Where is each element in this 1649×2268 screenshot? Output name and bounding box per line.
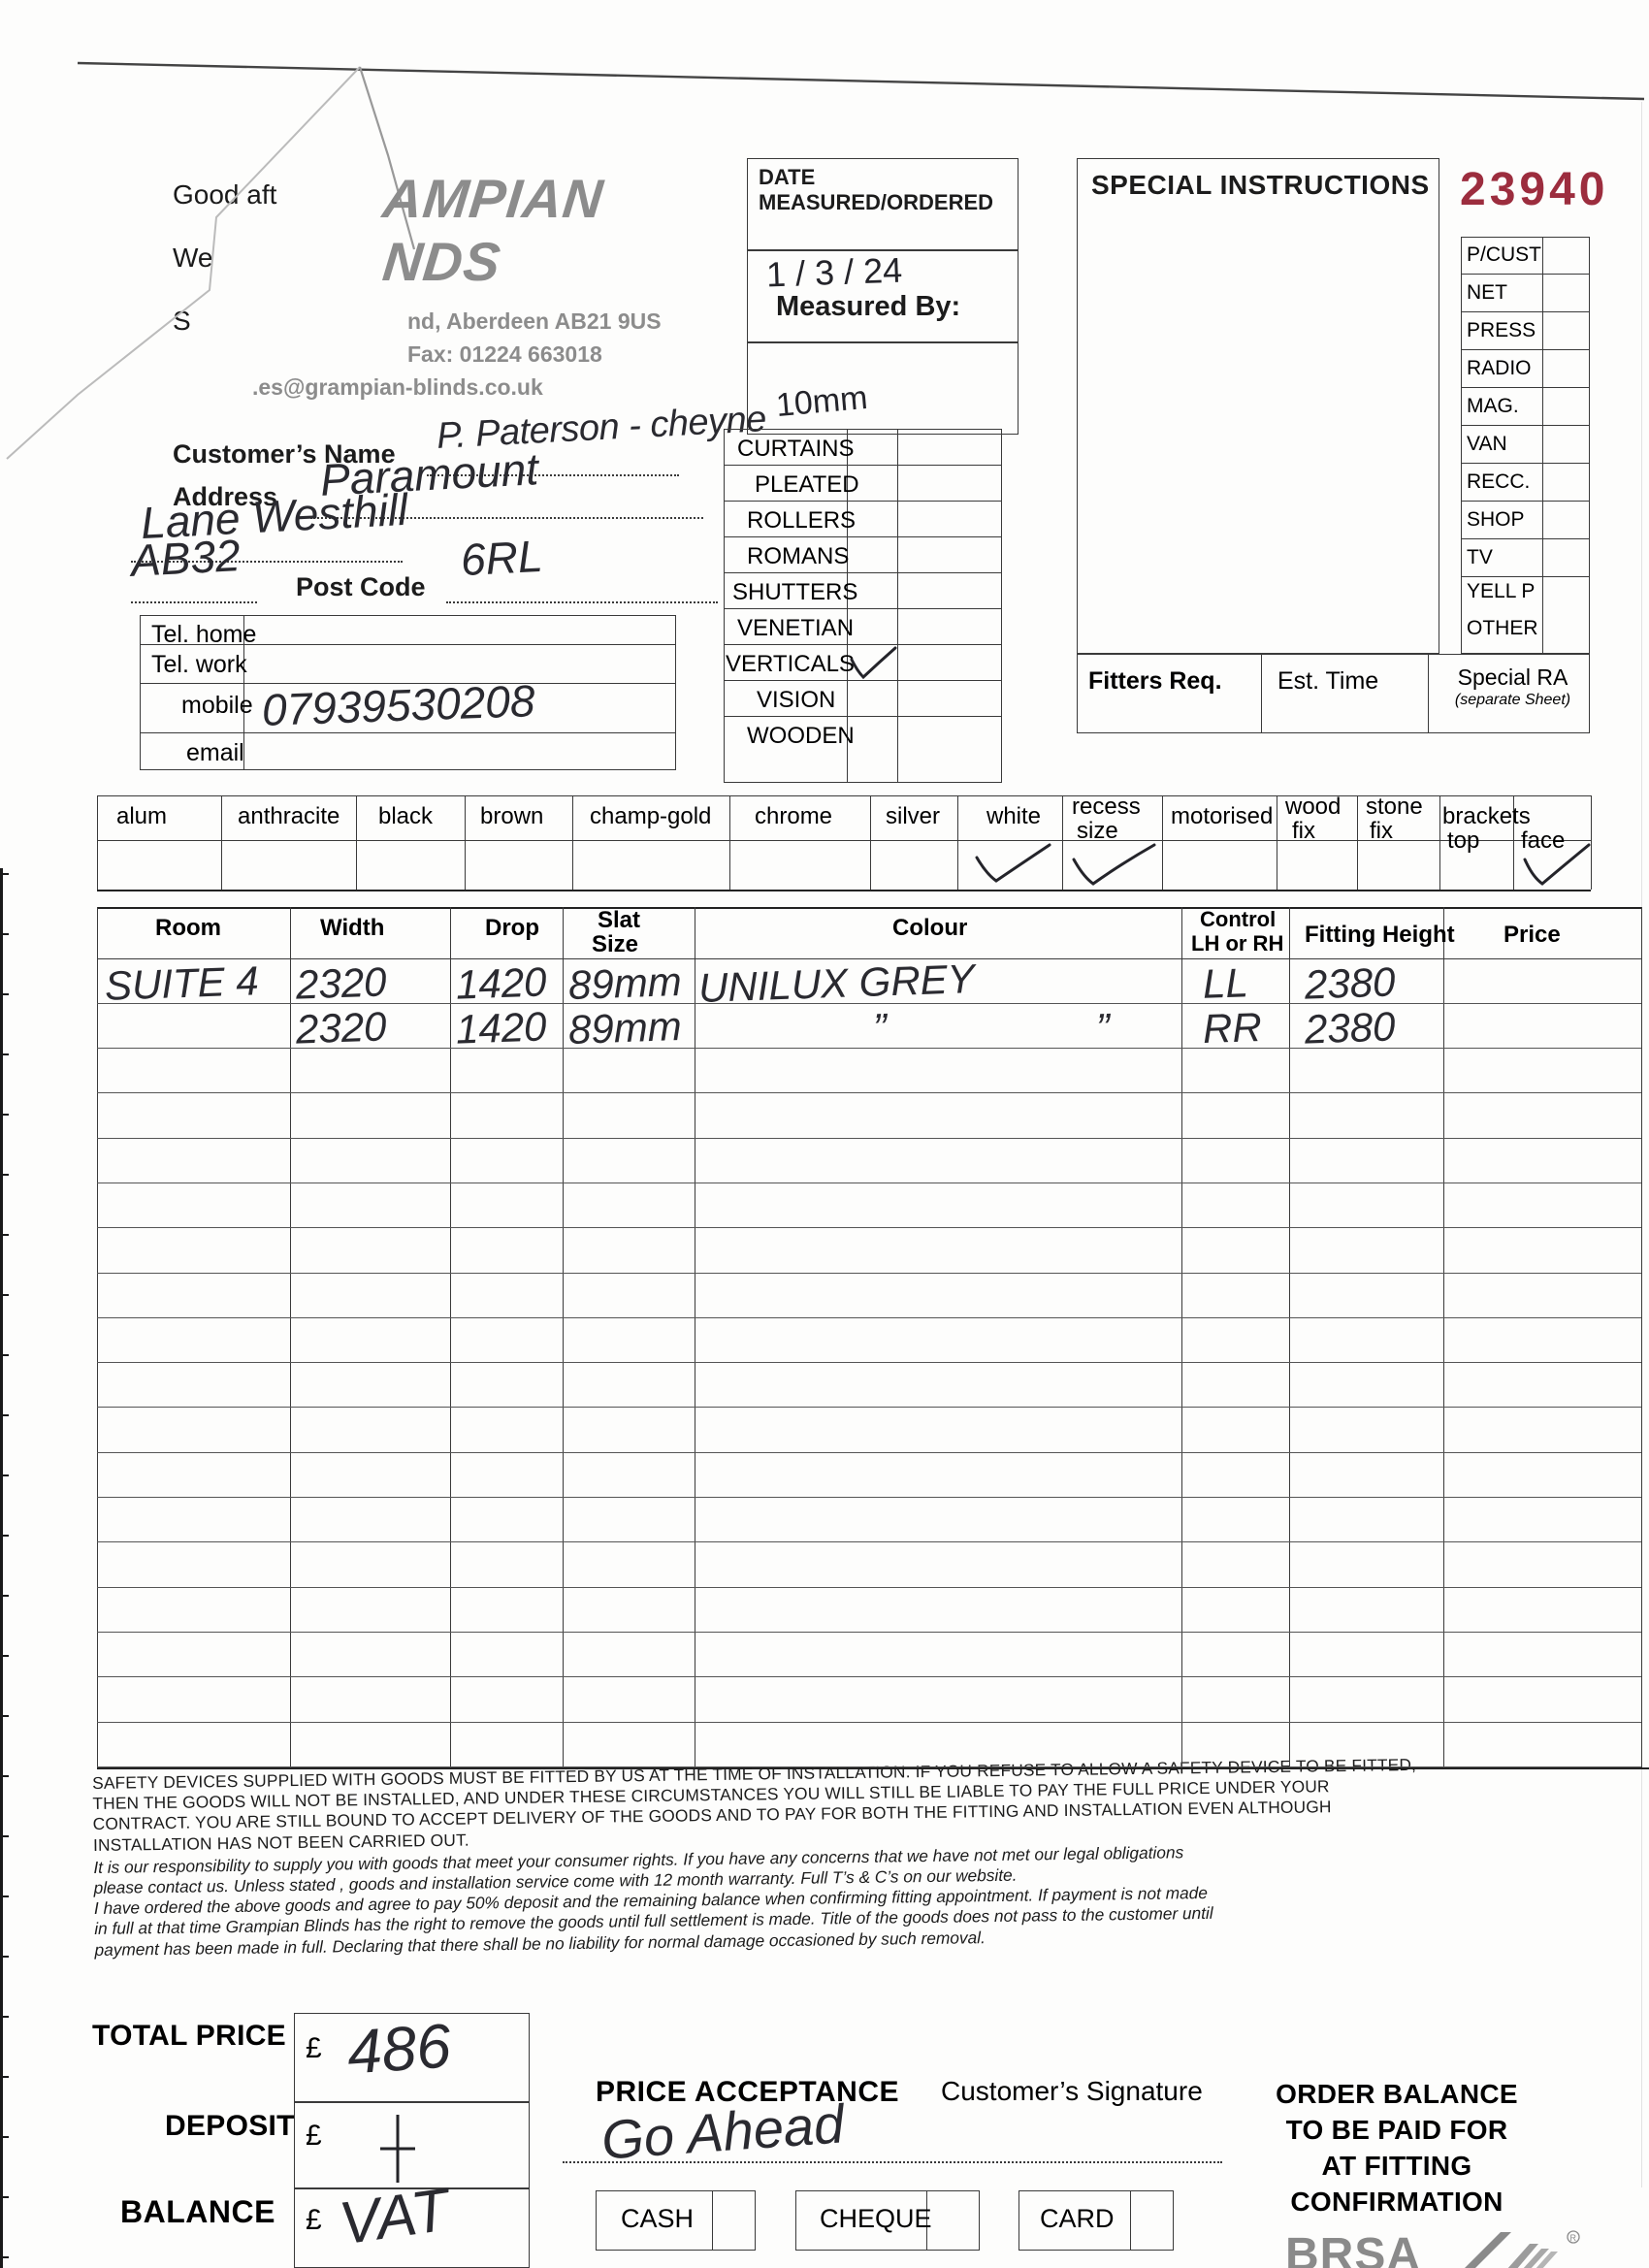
svg-text:R: R — [1570, 2233, 1577, 2243]
svg-text:BRSA: BRSA — [1285, 2229, 1421, 2268]
